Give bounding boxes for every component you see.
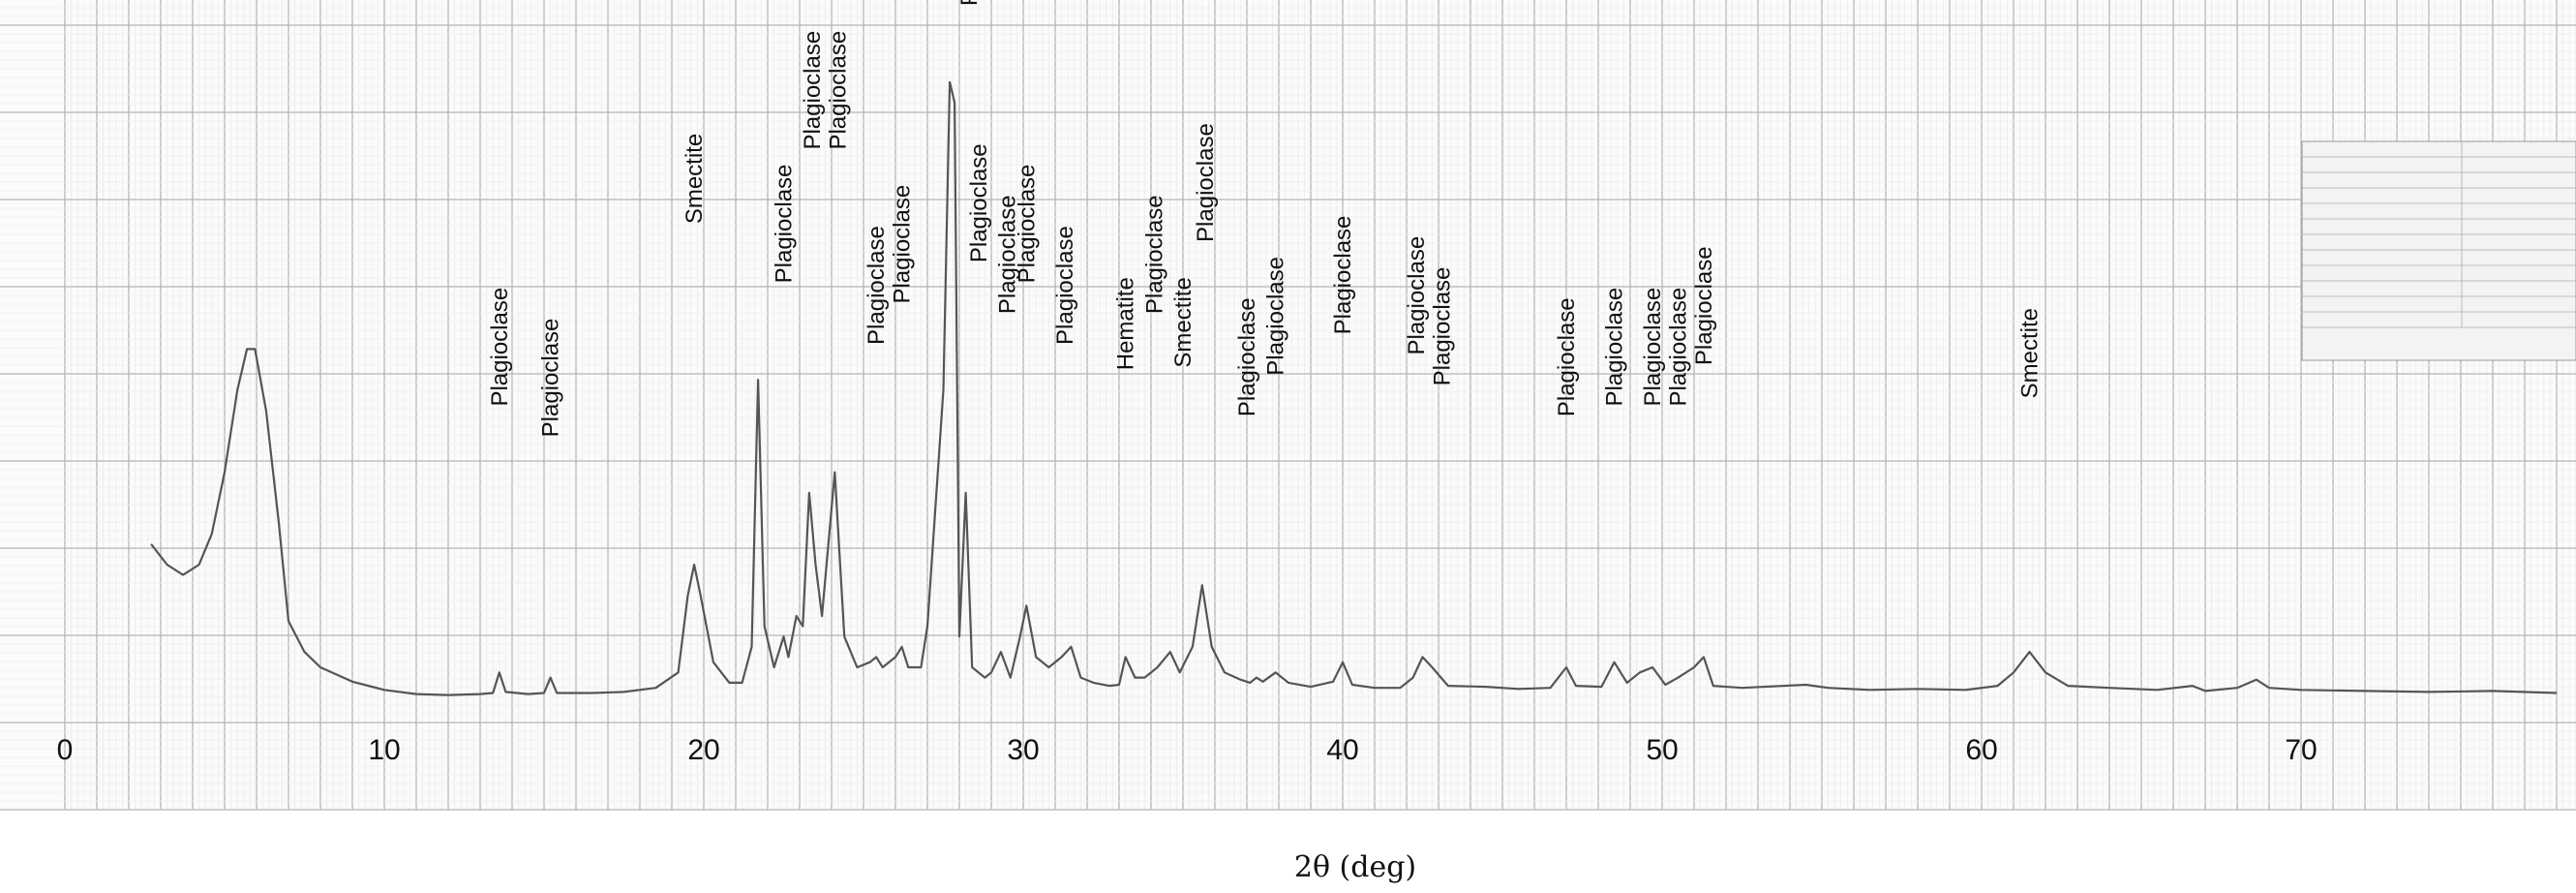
peak-label: Plagioclase [1193, 123, 1219, 242]
x-axis-label: 2θ (deg) [1293, 850, 1417, 884]
peak-label: Plagioclase [772, 165, 798, 284]
x-tick-label: 10 [368, 734, 400, 766]
curve-layer [150, 80, 2558, 696]
peak-label: Plagioclase [1666, 288, 1692, 407]
x-tick-label: 0 [57, 734, 74, 766]
peak-label: Plagioclase [1263, 257, 1289, 376]
peak-label: Plagioclase [995, 195, 1021, 314]
peak-label: Plagioclase [826, 31, 852, 150]
x-tick-labels: 0 10 20 30 40 50 60 70 [57, 734, 2318, 766]
x-tick-label: 20 [687, 734, 719, 766]
peak-label: Plagioclase [1640, 288, 1666, 407]
settings-table-frame [2301, 140, 2576, 361]
chart-grid [0, 0, 2576, 811]
x-tick-label: 30 [1007, 734, 1039, 766]
instrument-settings-table [2301, 140, 2576, 361]
peak-label: Plagioclase [800, 31, 826, 150]
peak-label: Plagioclase [864, 226, 890, 345]
peak-label: Plagioclase [890, 185, 916, 304]
peak-label: Smectite [2017, 308, 2044, 398]
peak-label: Plagioclase [1014, 165, 1040, 284]
peak-label: Plagioclase [1691, 246, 1717, 365]
peak-label: Hematite [1113, 277, 1139, 370]
peak-label: Plagioclase [538, 319, 564, 438]
peak-label: Plagioclase [1052, 226, 1078, 345]
x-tick-label: 60 [1965, 734, 1997, 766]
x-tick-label: 70 [2285, 734, 2317, 766]
peak-label: Plagioclase [1554, 297, 1580, 416]
peak-label: Plagioclase [1429, 267, 1455, 386]
series-line [150, 80, 2558, 696]
peak-label: Plagioclase [1602, 288, 1628, 407]
peak-label: Plagioclase [1234, 297, 1260, 416]
peak-label: Plagioclase [1404, 236, 1430, 355]
x-tick-label: 50 [1646, 734, 1678, 766]
peak-label: Plagioclase [1141, 195, 1167, 314]
peak-label: Plagioclase [1330, 216, 1356, 335]
x-tick-label: 40 [1326, 734, 1358, 766]
peak-label: Smectite [1170, 277, 1197, 367]
peak-label: Plagioclase [487, 288, 513, 407]
peak-label: Plagioclase [956, 0, 983, 6]
peak-label: Plagioclase [966, 143, 992, 262]
peak-labels: SmectitePlagioclasePlagioclaseSmectiteCr… [487, 0, 2044, 438]
peak-label: Smectite [682, 134, 708, 224]
